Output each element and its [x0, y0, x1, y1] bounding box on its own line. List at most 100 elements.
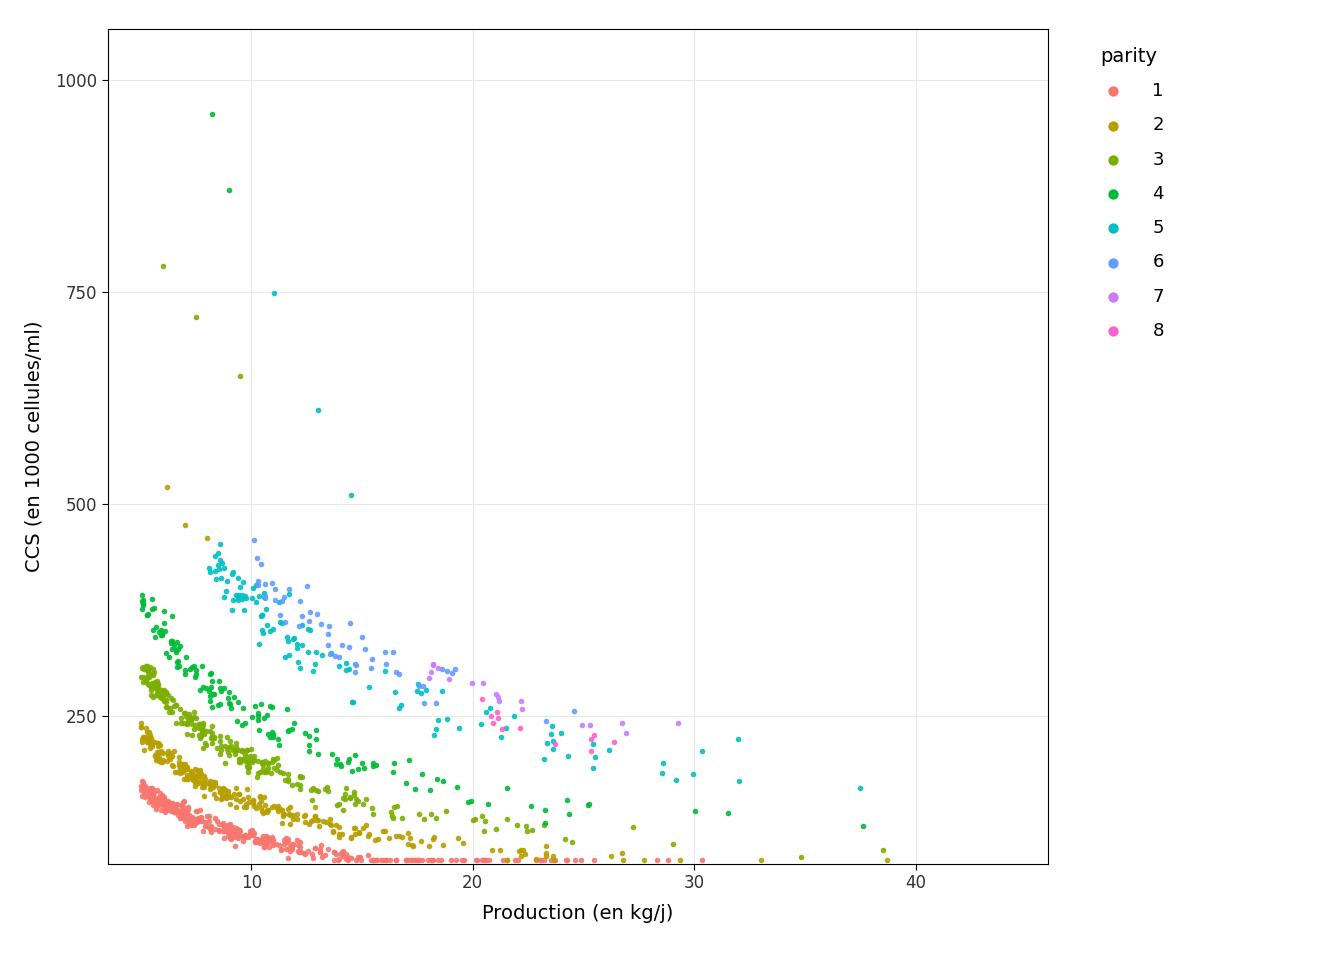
Point: [153, 790, 175, 805]
Point: [328, 828, 349, 844]
Point: [261, 755, 282, 770]
Point: [261, 725, 282, 740]
Point: [306, 812, 328, 828]
Point: [323, 844, 344, 859]
Point: [405, 781, 426, 797]
Point: [152, 682, 173, 697]
Point: [137, 606, 159, 621]
Point: [237, 757, 258, 773]
Point: [360, 852, 382, 868]
Point: [163, 758, 184, 774]
Point: [233, 829, 254, 845]
Point: [175, 813, 196, 828]
Point: [161, 705, 183, 720]
Point: [399, 852, 421, 868]
Point: [278, 806, 300, 822]
Point: [136, 732, 157, 748]
Point: [345, 658, 367, 673]
Point: [149, 754, 171, 769]
Point: [278, 648, 300, 663]
Point: [169, 757, 191, 773]
Point: [137, 733, 159, 749]
Point: [163, 693, 184, 708]
Point: [246, 769, 267, 784]
Point: [156, 699, 177, 714]
Point: [204, 822, 226, 837]
Point: [142, 790, 164, 805]
Point: [684, 804, 706, 819]
Point: [200, 776, 222, 791]
Point: [153, 688, 175, 704]
Point: [219, 823, 241, 838]
Point: [425, 696, 446, 711]
Point: [267, 804, 289, 819]
Point: [750, 852, 771, 868]
Point: [465, 852, 487, 868]
Point: [352, 760, 374, 776]
Point: [172, 803, 194, 818]
Point: [181, 727, 203, 742]
Point: [542, 849, 563, 864]
Point: [180, 763, 202, 779]
Point: [136, 786, 157, 802]
Point: [167, 660, 188, 675]
Point: [237, 764, 258, 780]
Point: [335, 656, 356, 671]
Point: [191, 726, 212, 741]
Point: [204, 778, 226, 793]
Point: [263, 581, 285, 596]
Point: [171, 804, 192, 819]
Point: [375, 656, 396, 671]
Point: [282, 631, 304, 646]
Point: [142, 788, 164, 804]
Point: [164, 796, 185, 811]
Point: [273, 832, 294, 848]
Point: [243, 580, 265, 595]
Point: [195, 735, 216, 751]
Point: [277, 773, 298, 788]
Point: [325, 756, 347, 772]
Point: [267, 757, 289, 773]
Point: [191, 813, 212, 828]
Point: [223, 787, 245, 803]
Point: [198, 819, 219, 834]
Point: [267, 732, 289, 747]
Point: [169, 808, 191, 824]
Point: [218, 786, 239, 802]
Point: [263, 760, 285, 776]
Point: [171, 805, 192, 821]
Point: [196, 808, 218, 824]
Point: [156, 645, 177, 660]
Point: [171, 715, 192, 731]
Point: [164, 764, 185, 780]
Point: [216, 818, 238, 833]
Point: [362, 756, 383, 771]
Point: [141, 792, 163, 807]
Point: [194, 769, 215, 784]
Point: [175, 761, 196, 777]
Point: [136, 724, 157, 739]
Point: [173, 662, 195, 678]
Point: [196, 819, 218, 834]
Point: [172, 763, 194, 779]
Point: [230, 793, 251, 808]
Point: [306, 606, 328, 621]
Point: [212, 783, 234, 799]
Point: [130, 719, 152, 734]
Point: [153, 683, 175, 698]
Point: [211, 738, 233, 754]
Point: [173, 715, 195, 731]
Point: [384, 664, 406, 680]
Point: [391, 829, 413, 845]
Point: [278, 802, 300, 817]
Point: [255, 835, 277, 851]
Point: [177, 807, 199, 823]
Point: [257, 708, 278, 723]
Point: [325, 817, 347, 832]
Point: [305, 840, 327, 855]
Point: [254, 764, 276, 780]
Point: [473, 824, 495, 839]
Point: [355, 791, 376, 806]
Point: [168, 750, 190, 765]
Point: [254, 586, 276, 601]
